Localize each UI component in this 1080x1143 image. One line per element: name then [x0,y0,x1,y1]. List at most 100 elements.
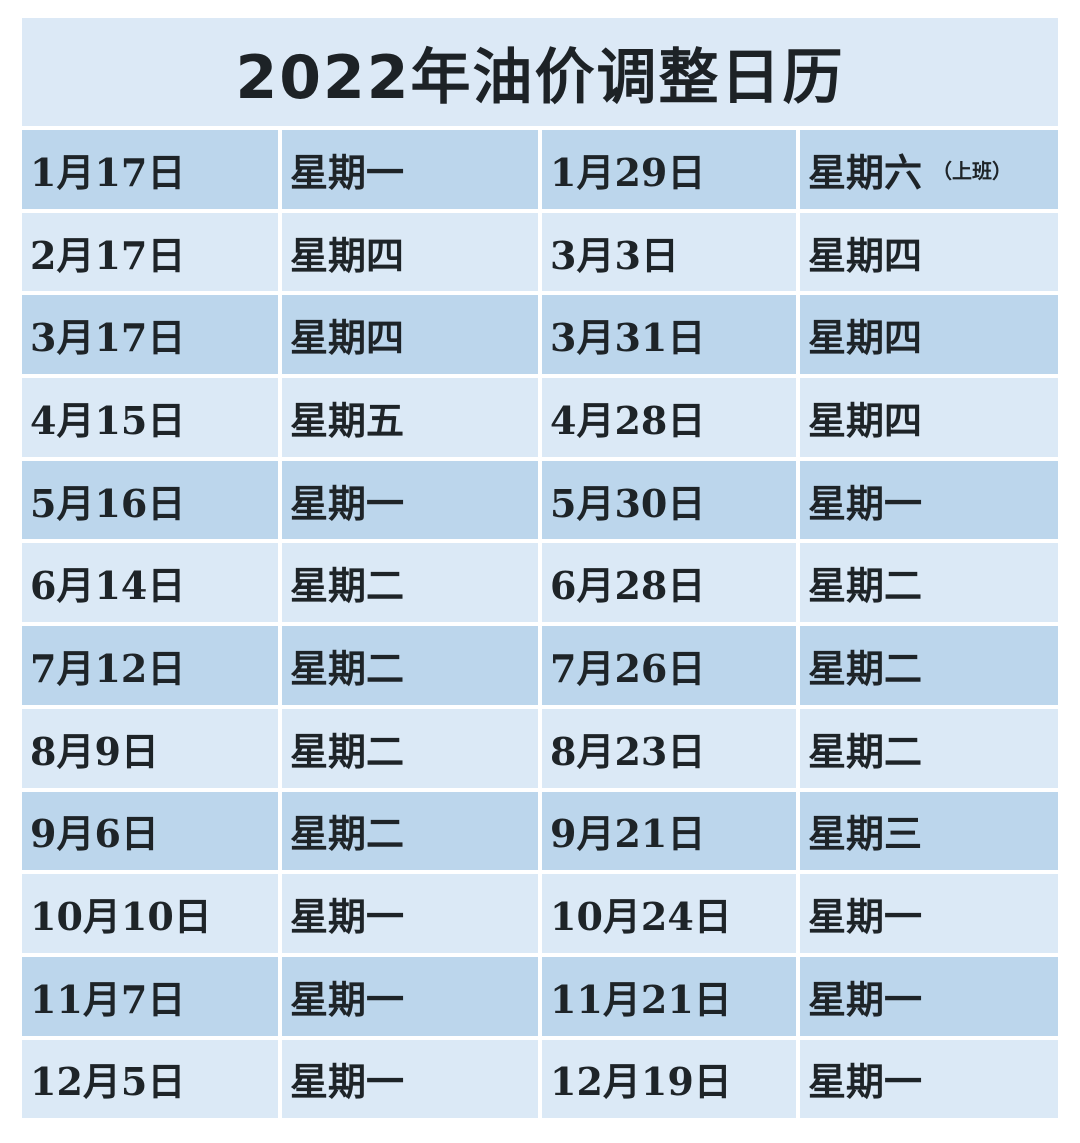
cell-text: 星期二 [290,728,405,774]
weekday-cell: 星期四 [800,212,1058,292]
date-cell: 12月5日 [22,1039,278,1119]
weekday-cell: 星期四 [800,378,1058,457]
weekday-cell: 星期六 （上班） [800,130,1058,209]
weekday-cell: 星期二 [282,791,538,871]
date-cell: 2月17日 [22,212,278,292]
cell-text: 星期一 [290,149,405,195]
weekday-cell: 星期四 [800,295,1058,375]
date-cell: 3月3日 [542,212,796,292]
weekday-cell: 星期三 [800,791,1058,871]
date-cell: 1月29日 [542,130,796,209]
cell-text: 4月28日 [550,397,706,443]
cell-text: 3月31日 [550,315,706,361]
weekday-cell: 星期四 [282,212,538,292]
cell-text: 11月7日 [30,976,186,1022]
weekday-cell: 星期一 [800,460,1058,540]
cell-text: 星期一 [290,894,405,940]
date-cell: 3月17日 [22,295,278,375]
cell-text: 星期四 [808,232,923,278]
weekday-cell: 星期一 [800,874,1058,953]
cell-text: 5月30日 [550,480,706,526]
cell-text: 星期四 [290,232,405,278]
cell-text: 星期三 [808,811,923,857]
date-cell: 5月16日 [22,460,278,540]
cell-text: 星期一 [290,480,405,526]
calendar-table: 1月17日 星期一 1月29日 星期六 （上班） 2月17日 星期四 3月3日 星期四 3月17日… [22,130,1058,1119]
cell-text: 星期一 [808,894,923,940]
cell-text: 6月28日 [550,563,706,609]
cell-text: 星期一 [808,480,923,526]
cell-text: 3月17日 [30,315,186,361]
workday-note: （上班） [932,158,1013,183]
date-cell: 7月26日 [542,626,796,705]
weekday-cell: 星期二 [800,543,1058,623]
cell-text: 9月6日 [30,811,159,857]
weekday-cell: 星期一 [282,956,538,1036]
date-cell: 1月17日 [22,130,278,209]
cell-text: 4月15日 [30,397,186,443]
date-cell: 8月9日 [22,708,278,788]
cell-text: 8月23日 [550,728,706,774]
weekday-cell: 星期一 [800,956,1058,1036]
weekday-cell: 星期四 [282,295,538,375]
cell-text: 12月5日 [30,1059,186,1105]
cell-text: 星期一 [290,976,405,1022]
cell-text: 11月21日 [550,976,732,1022]
cell-text: 星期二 [808,563,923,609]
cell-text: 星期六 [808,149,923,195]
cell-text: 10月24日 [550,894,732,940]
weekday-cell: 星期一 [282,874,538,953]
weekday-cell: 星期二 [800,708,1058,788]
cell-text: 星期二 [290,811,405,857]
cell-text: 7月12日 [30,645,186,691]
date-cell: 4月28日 [542,378,796,457]
cell-text: 星期二 [808,645,923,691]
cell-text: 5月16日 [30,480,186,526]
cell-text: 星期一 [808,976,923,1022]
weekday-cell: 星期二 [282,626,538,705]
cell-text: 星期一 [808,1059,923,1105]
date-cell: 8月23日 [542,708,796,788]
cell-text: 星期二 [290,563,405,609]
weekday-cell: 星期一 [282,130,538,209]
cell-text: 6月14日 [30,563,186,609]
date-cell: 11月21日 [542,956,796,1036]
cell-text: 9月21日 [550,811,706,857]
cell-text: 星期二 [808,728,923,774]
weekday-cell: 星期一 [282,1039,538,1119]
cell-text: 星期四 [808,397,923,443]
date-cell: 12月19日 [542,1039,796,1119]
date-cell: 7月12日 [22,626,278,705]
cell-text: 1月29日 [550,149,706,195]
cell-text: 星期一 [290,1059,405,1105]
cell-text: 3月3日 [550,232,679,278]
date-cell: 11月7日 [22,956,278,1036]
cell-text: 星期二 [290,645,405,691]
date-cell: 9月6日 [22,791,278,871]
cell-text: 7月26日 [550,645,706,691]
cell-text: 2月17日 [30,232,186,278]
date-cell: 9月21日 [542,791,796,871]
date-cell: 6月28日 [542,543,796,623]
cell-text: 1月17日 [30,149,186,195]
date-cell: 10月10日 [22,874,278,953]
cell-text: 星期四 [290,315,405,361]
cell-text: 星期四 [808,315,923,361]
oil-price-calendar: 2022年油价调整日历 1月17日 星期一 1月29日 星期六 （上班） 2月17日 星期四… [22,18,1058,1119]
cell-text: 12月19日 [550,1059,732,1105]
date-cell: 4月15日 [22,378,278,457]
cell-text: 星期五 [290,397,405,443]
date-cell: 3月31日 [542,295,796,375]
cell-text: 10月10日 [30,894,212,940]
date-cell: 6月14日 [22,543,278,623]
cell-text: 8月9日 [30,728,159,774]
weekday-cell: 星期一 [800,1039,1058,1119]
weekday-cell: 星期二 [282,708,538,788]
date-cell: 10月24日 [542,874,796,953]
date-cell: 5月30日 [542,460,796,540]
weekday-cell: 星期二 [800,626,1058,705]
weekday-cell: 星期二 [282,543,538,623]
weekday-cell: 星期一 [282,460,538,540]
page-title: 2022年油价调整日历 [22,18,1058,126]
weekday-cell: 星期五 [282,378,538,457]
